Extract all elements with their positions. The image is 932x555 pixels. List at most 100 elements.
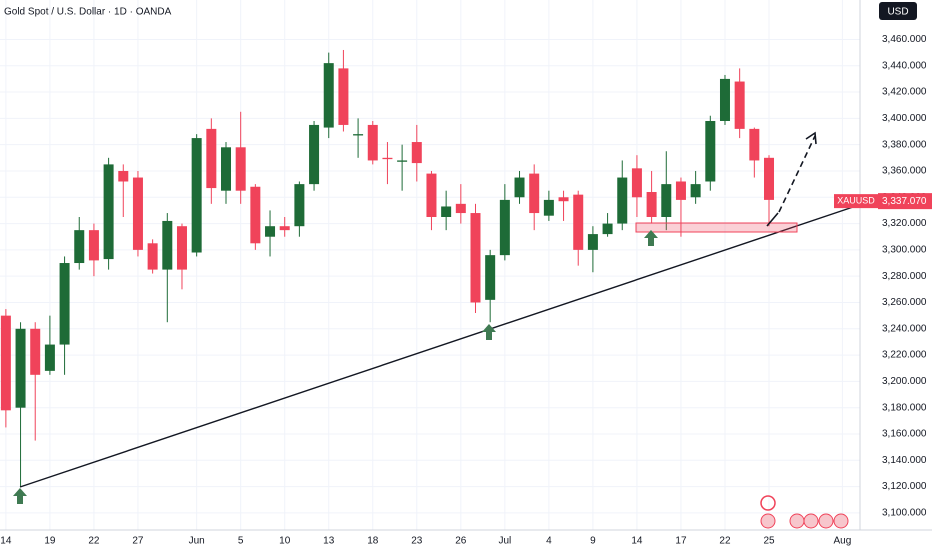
- candle-body: [294, 184, 305, 227]
- candle-body: [602, 223, 613, 235]
- candle-body: [367, 124, 378, 161]
- y-tick-label: 3,300.000: [882, 245, 927, 256]
- candle-body: [573, 194, 584, 250]
- candle-body: [44, 344, 55, 371]
- price-tag-name-box: [834, 194, 878, 209]
- candle-body: [558, 197, 569, 202]
- candle-body: [235, 147, 246, 191]
- event-icon[interactable]: [760, 495, 776, 511]
- candle-body: [514, 177, 525, 198]
- candle-body: [499, 199, 510, 256]
- currency-badge[interactable]: [879, 2, 917, 20]
- y-tick-label: 3,220.000: [882, 350, 927, 361]
- y-tick-label: 3,360.000: [882, 166, 927, 177]
- candle-body: [15, 328, 26, 408]
- candle-body: [617, 177, 628, 224]
- candle-body: [0, 315, 11, 411]
- candle-body: [176, 226, 187, 270]
- candle-body: [587, 234, 598, 250]
- price-tag-value: 3,337.070: [882, 196, 927, 207]
- candle-body: [441, 206, 452, 217]
- candle-body: [646, 192, 657, 217]
- candle-body: [103, 164, 114, 260]
- x-tick-label: 27: [132, 536, 144, 547]
- candle-body: [485, 255, 496, 300]
- y-tick-label: 3,460.000: [882, 34, 927, 45]
- x-tick-label: 22: [88, 536, 100, 547]
- x-tick-label: 14: [0, 536, 12, 547]
- y-tick-label: 3,280.000: [882, 271, 927, 282]
- candle-body: [719, 78, 730, 121]
- y-tick-label: 3,260.000: [882, 297, 927, 308]
- candle-body: [338, 68, 349, 125]
- candle-body: [661, 184, 672, 217]
- x-tick-label: 14: [631, 536, 643, 547]
- arrow-up: [482, 324, 496, 340]
- candle-body: [88, 230, 99, 261]
- candle-body: [250, 186, 261, 244]
- x-tick-label: Aug: [833, 536, 851, 547]
- candle-body: [162, 220, 173, 270]
- x-tick-label: 25: [763, 536, 775, 547]
- candle-body: [749, 128, 760, 161]
- path-line: [766, 212, 779, 227]
- candle-body: [191, 138, 202, 253]
- projection-line: [778, 135, 816, 213]
- x-tick-label: 10: [279, 536, 291, 547]
- candle-body: [353, 134, 364, 136]
- x-tick-label: 5: [238, 536, 244, 547]
- x-tick-label: Jun: [189, 536, 205, 547]
- candle-body: [470, 213, 481, 303]
- candle-body: [132, 177, 143, 250]
- y-tick-label: 3,180.000: [882, 402, 927, 413]
- y-tick-label: 3,420.000: [882, 87, 927, 98]
- event-icon[interactable]: [789, 513, 805, 529]
- candle-body: [529, 173, 540, 214]
- x-tick-label: 23: [411, 536, 423, 547]
- projection-arrowhead: [805, 131, 817, 145]
- candle-body: [59, 263, 70, 345]
- x-tick-label: Jul: [498, 536, 511, 547]
- x-tick-label: 19: [44, 536, 56, 547]
- event-icon[interactable]: [803, 513, 819, 529]
- annotations: [13, 131, 863, 529]
- price-tag-box: [878, 193, 932, 210]
- candle-body: [675, 181, 686, 200]
- arrow-up: [644, 230, 658, 246]
- candle-body: [705, 120, 716, 182]
- support-zone: [635, 222, 798, 233]
- y-tick-label: 3,400.000: [882, 113, 927, 124]
- axes: 3,100.000 3,120.000 3,140.000 3,160.000 3,18…: [0, 34, 932, 547]
- chart-title: Gold Spot / U.S. Dollar · 1D · OANDA: [4, 7, 172, 18]
- y-tick-label: 3,120.000: [882, 481, 927, 492]
- candle-body: [543, 199, 554, 216]
- candle-body: [764, 157, 775, 200]
- currency-label: USD: [887, 7, 908, 18]
- candle-body: [206, 128, 217, 189]
- candle-body: [118, 170, 129, 182]
- event-icon[interactable]: [818, 513, 834, 529]
- candle-body: [397, 160, 408, 162]
- event-icon[interactable]: [833, 513, 849, 529]
- candle-body: [426, 173, 437, 217]
- candle-body: [411, 142, 422, 164]
- x-tick-label: 13: [323, 536, 335, 547]
- candle-body: [221, 147, 232, 191]
- y-tick-label: 3,160.000: [882, 429, 927, 440]
- event-icon[interactable]: [760, 513, 776, 529]
- y-tick-label: 3,440.000: [882, 60, 927, 71]
- price-tag-name: XAUUSD: [837, 195, 875, 205]
- candle-body: [734, 81, 745, 129]
- candle-body: [265, 226, 276, 237]
- candle-body: [30, 328, 41, 375]
- candle-body: [279, 226, 290, 231]
- candle-body: [382, 157, 393, 160]
- x-tick-label: 9: [590, 536, 596, 547]
- x-tick-label: 26: [455, 536, 467, 547]
- candle-body: [690, 184, 701, 198]
- x-tick-label: 18: [367, 536, 379, 547]
- x-tick-label: 22: [719, 536, 731, 547]
